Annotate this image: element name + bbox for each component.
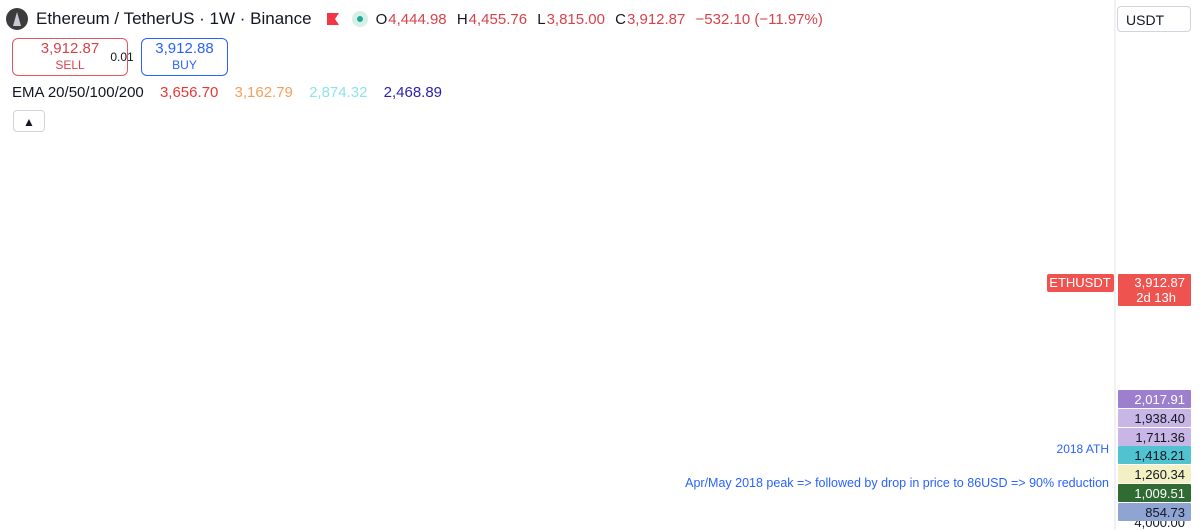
ohlc-values: O4,444.98 H4,455.76 L3,815.00 C3,912.87 … [376, 11, 829, 28]
currency-selector[interactable]: USDT [1117, 6, 1191, 32]
last-price-label: 3,912.87 [1134, 275, 1185, 290]
ema200-value: 2,468.89 [383, 84, 443, 101]
ema-legend[interactable]: EMA 20/50/100/200 3,656.70 3,162.79 2,87… [12, 84, 454, 101]
level-label-1418-box [1118, 446, 1191, 464]
close-label: C [615, 10, 626, 28]
buy-button[interactable]: 3,912.88 BUY [141, 38, 228, 76]
level-label-1260: 1,260.34 [1134, 467, 1185, 482]
ema20-value: 3,656.70 [159, 84, 219, 101]
ema50-value: 3,162.79 [234, 84, 293, 101]
ema100-value: 2,874.32 [309, 84, 368, 101]
last-price-box [1118, 274, 1191, 306]
chevron-up-icon: ▲ [23, 115, 35, 129]
high-value: 4,455.76 [468, 10, 528, 28]
symbol-tag: ETHUSDT [1049, 275, 1110, 290]
annotation-2018-ath: 2018 ATH [1057, 442, 1109, 456]
countdown-label: 2d 13h [1136, 290, 1176, 305]
low-value: 3,815.00 [546, 10, 605, 28]
buy-price: 3,912.88 [155, 40, 214, 57]
level-label-1260-box [1118, 465, 1191, 483]
collapse-legend-button[interactable]: ▲ [13, 110, 45, 132]
market-open-status-icon [351, 11, 368, 27]
symbol-title[interactable]: Ethereum / TetherUS · 1W · Binance [36, 9, 312, 28]
ema-label: EMA 20/50/100/200 [12, 84, 144, 101]
level-label-1009: 1,009.51 [1134, 486, 1185, 501]
ethereum-logo-icon [6, 8, 28, 30]
level-label-1418: 1,418.21 [1134, 448, 1185, 463]
level-label-1711-box [1118, 428, 1191, 446]
sell-label: SELL [55, 58, 85, 72]
currency-label: USDT [1126, 12, 1165, 28]
annotation-2018-peak: Apr/May 2018 peak => followed by drop in… [685, 476, 1109, 490]
close-value: 3,912.87 [626, 10, 686, 28]
level-label-854-box [1118, 503, 1191, 521]
chart-header: Ethereum / TetherUS · 1W · Binance O4,44… [6, 6, 829, 32]
level-label-2017: 2,017.91 [1134, 392, 1185, 407]
flag-icon[interactable] [326, 12, 340, 26]
spread-value: 0.01 [110, 50, 134, 64]
high-label: H [456, 10, 468, 28]
open-label: O [375, 10, 388, 28]
level-label-854: 854.73 [1145, 505, 1185, 520]
sell-price: 3,912.87 [40, 40, 100, 57]
sell-button[interactable]: 3,912.87 SELL [12, 38, 128, 76]
open-value: 4,444.98 [388, 10, 447, 28]
level-label-1938-box [1118, 409, 1191, 427]
change-value: −532.10 (−11.97%) [695, 10, 823, 28]
symbol-tag-box [1047, 274, 1114, 292]
low-label: L [537, 10, 546, 28]
level-label-1009-box [1118, 484, 1191, 502]
buy-label: BUY [172, 58, 197, 72]
level-label-1711: 1,711.36 [1135, 430, 1185, 445]
level-label-2017-box [1118, 390, 1191, 408]
level-label-1938: 1,938.40 [1134, 411, 1185, 426]
